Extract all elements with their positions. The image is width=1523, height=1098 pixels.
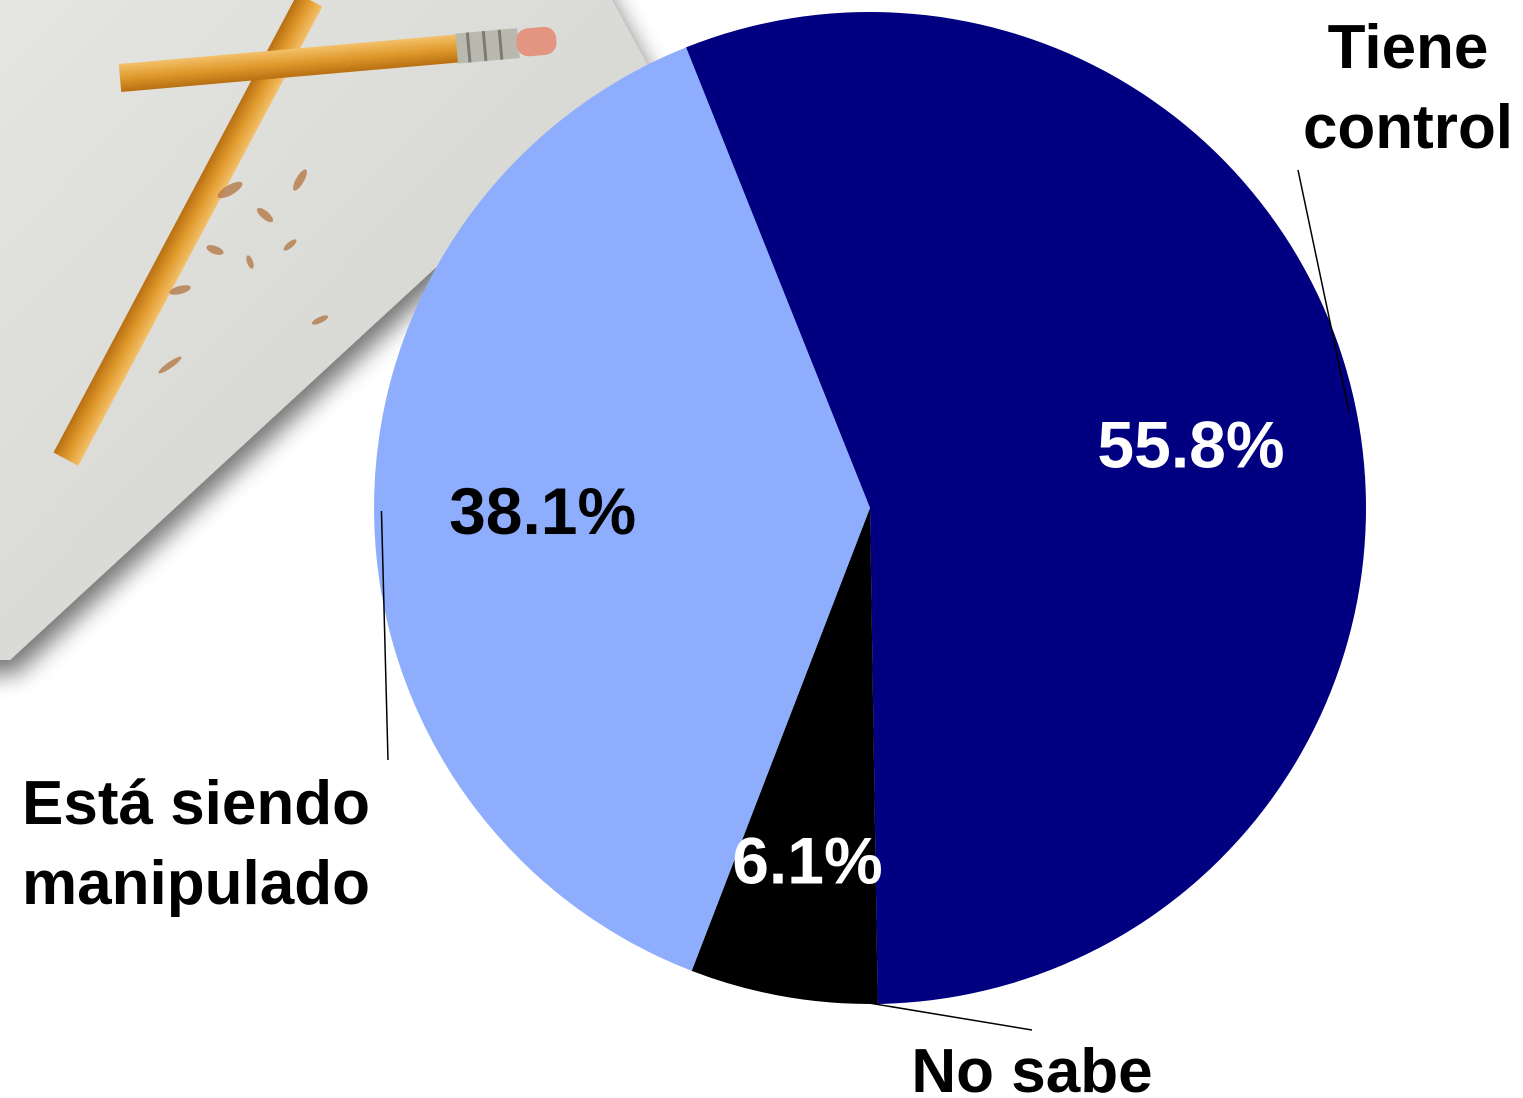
value-label-no-sabe: 6.1% [732, 824, 882, 898]
category-label-tiene-control: Tiene control [1303, 13, 1513, 162]
pie-slice-no-sabe [691, 508, 878, 1004]
value-label-esta-siendo-manipulado: 38.1% [449, 474, 636, 548]
leader-line-no-sabe [784, 988, 1033, 1031]
leader-line-tiene-control [1297, 169, 1350, 413]
pie-slice-tiene-control [686, 11, 1366, 1004]
category-label-no-sabe: No sabe [911, 1037, 1152, 1098]
pie-slice-esta-siendo-manipulado [374, 47, 870, 971]
category-label-esta-siendo-manipulado: Está siendo manipulado [22, 769, 370, 918]
value-label-tiene-control: 55.8% [1097, 408, 1284, 482]
leader-line-esta-siendo-manipulado [380, 510, 389, 761]
pencil-and-paper-icon [0, 0, 650, 660]
